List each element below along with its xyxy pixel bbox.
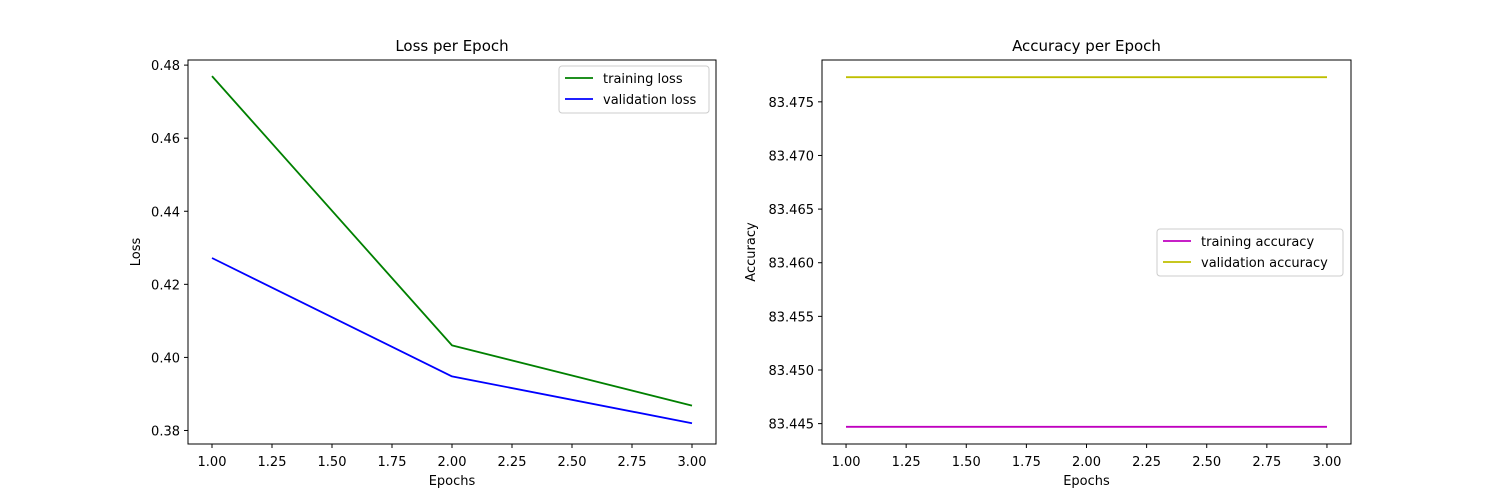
legend-label: validation accuracy bbox=[1201, 256, 1328, 271]
x-tick-label: 1.50 bbox=[318, 455, 347, 470]
x-tick-label: 2.25 bbox=[498, 455, 527, 470]
x-axis-label: Epochs bbox=[429, 474, 476, 489]
y-tick-label: 0.40 bbox=[151, 351, 180, 366]
x-tick-label: 1.25 bbox=[258, 455, 287, 470]
x-tick-label: 1.75 bbox=[378, 455, 407, 470]
x-tick-label: 2.00 bbox=[1072, 455, 1101, 470]
legend-box bbox=[558, 65, 710, 114]
legend-label: training loss bbox=[603, 72, 683, 87]
x-tick-label: 3.00 bbox=[678, 455, 707, 470]
legend-label: validation loss bbox=[603, 93, 696, 108]
y-tick-label: 0.42 bbox=[151, 278, 180, 293]
x-tick-label: 2.75 bbox=[618, 455, 647, 470]
y-tick-label: 0.38 bbox=[151, 424, 180, 439]
chart-panel-2: Accuracy per Epoch 1.00 1.25 1.50 1.75 2.00 2.… bbox=[744, 37, 1352, 489]
x-tick-label: 3.00 bbox=[1312, 455, 1341, 470]
x-tick-label: 1.50 bbox=[952, 455, 981, 470]
x-tick-label: 1.25 bbox=[892, 455, 921, 470]
chart-title: Accuracy per Epoch bbox=[1012, 37, 1161, 55]
x-tick-label: 2.75 bbox=[1252, 455, 1281, 470]
legend: training accuracy validation accuracy bbox=[1156, 228, 1344, 277]
y-tick-label: 83.475 bbox=[769, 96, 815, 111]
chart-title: Loss per Epoch bbox=[395, 37, 508, 55]
chart-panel-1: Loss per Epoch 1.00 1.25 1.50 1.75 2.00 2.25 2.… bbox=[129, 37, 717, 489]
x-tick-label: 1.00 bbox=[832, 455, 861, 470]
x-tick-label: 1.00 bbox=[198, 455, 227, 470]
x-tick-label: 2.50 bbox=[558, 455, 587, 470]
y-tick-label: 83.455 bbox=[769, 310, 815, 325]
y-tick-label: 83.450 bbox=[769, 364, 815, 379]
y-tick-label: 83.445 bbox=[769, 418, 815, 433]
y-tick-label: 83.460 bbox=[769, 257, 815, 272]
x-tick-label: 2.25 bbox=[1132, 455, 1161, 470]
legend-box bbox=[1156, 228, 1344, 277]
x-tick-label: 1.75 bbox=[1012, 455, 1041, 470]
series-line-1 bbox=[211, 75, 693, 407]
legend-label: training accuracy bbox=[1201, 235, 1314, 250]
series-line-2 bbox=[211, 257, 693, 425]
x-axis-label: Epochs bbox=[1063, 474, 1110, 489]
y-tick-label: 0.48 bbox=[151, 59, 180, 74]
y-tick-label: 0.46 bbox=[151, 132, 180, 147]
y-tick-label: 0.44 bbox=[151, 205, 180, 220]
y-tick-label: 83.470 bbox=[769, 149, 815, 164]
x-tick-label: 2.00 bbox=[438, 455, 467, 470]
plot-frame bbox=[187, 59, 717, 445]
y-tick-label: 83.465 bbox=[769, 203, 815, 218]
legend: training loss validation loss bbox=[558, 65, 710, 114]
x-tick-label: 2.50 bbox=[1192, 455, 1221, 470]
y-axis-label: Loss bbox=[129, 238, 144, 267]
y-axis-label: Accuracy bbox=[744, 222, 759, 282]
